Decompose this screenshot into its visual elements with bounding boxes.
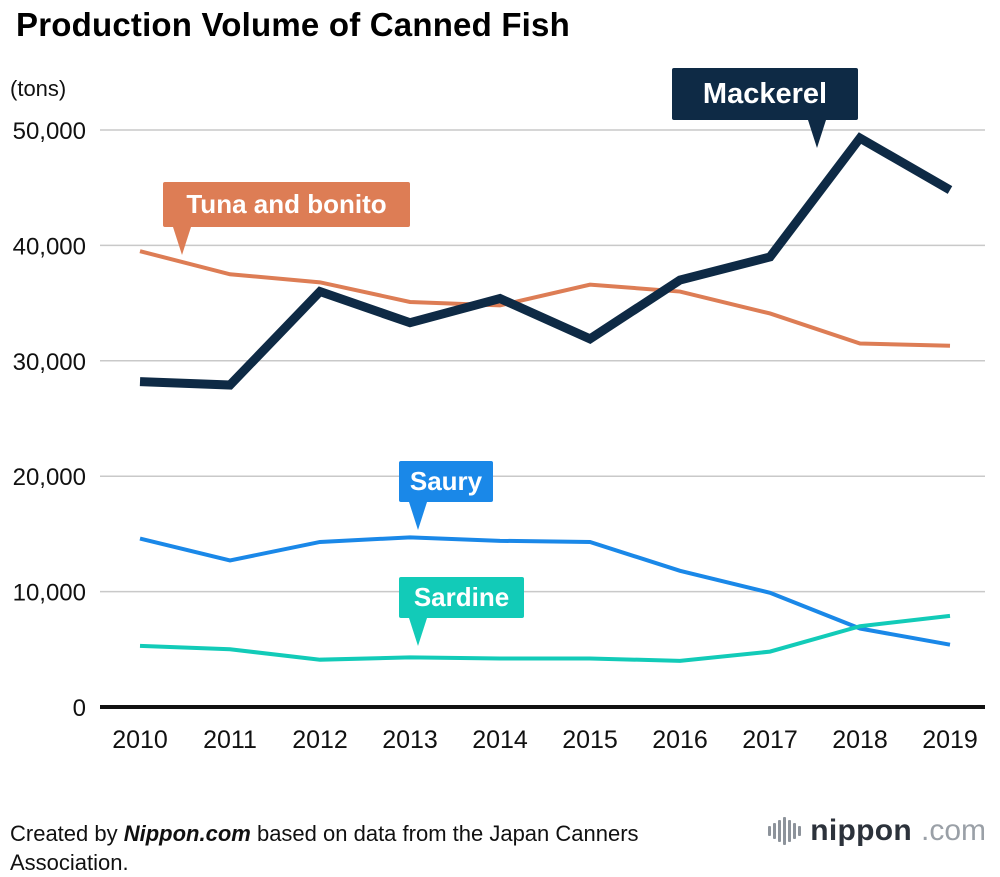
svg-text:2015: 2015 [562,726,618,754]
source-credit-prefix: Created by [10,821,124,846]
logo-tld-text: .com [920,814,986,847]
source-credit-brand: Nippon.com [123,821,251,846]
svg-text:2016: 2016 [652,726,708,754]
series-label-mackerel: Mackerel [672,68,858,148]
svg-text:40,000: 40,000 [13,233,86,260]
svg-text:2010: 2010 [112,726,168,754]
svg-text:10,000: 10,000 [13,580,86,607]
svg-text:50,000: 50,000 [13,118,86,145]
svg-text:2013: 2013 [382,726,438,754]
svg-text:2018: 2018 [832,726,888,754]
svg-text:2017: 2017 [742,726,798,754]
logo-name-text: nippon [810,814,912,847]
svg-text:2019: 2019 [922,726,978,754]
y-axis-unit-label: (tons) [10,76,67,101]
svg-text:2014: 2014 [472,726,528,754]
series-label-sardine-text: Sardine [413,582,510,612]
series-label-saury-text: Saury [409,466,483,496]
svg-text:2012: 2012 [292,726,348,754]
nippon-logo: nippon .com [768,814,986,848]
svg-text:0: 0 [73,695,86,722]
series-label-mackerel-text: Mackerel [702,77,828,110]
source-credit: Created by Nippon.com based on data from… [10,819,710,877]
chart-title: Production Volume of Canned Fish [16,6,570,43]
svg-text:2011: 2011 [203,726,257,754]
series-label-tuna-and-bonito: Tuna and bonito [163,182,410,255]
series-label-saury: Saury [399,461,493,530]
series-label-sardine: Sardine [399,577,524,646]
equalizer-bars-icon [768,815,802,847]
svg-text:20,000: 20,000 [13,464,86,491]
line-chart-canvas: 0 10,000 20,000 30,000 40,000 50,000 2010 2011 2… [13,118,985,754]
series-label-tuna-text: Tuna and bonito [186,189,387,219]
svg-text:30,000: 30,000 [13,349,86,376]
chart-page: Production Volume of Canned Fish (tons) … [10,6,986,875]
